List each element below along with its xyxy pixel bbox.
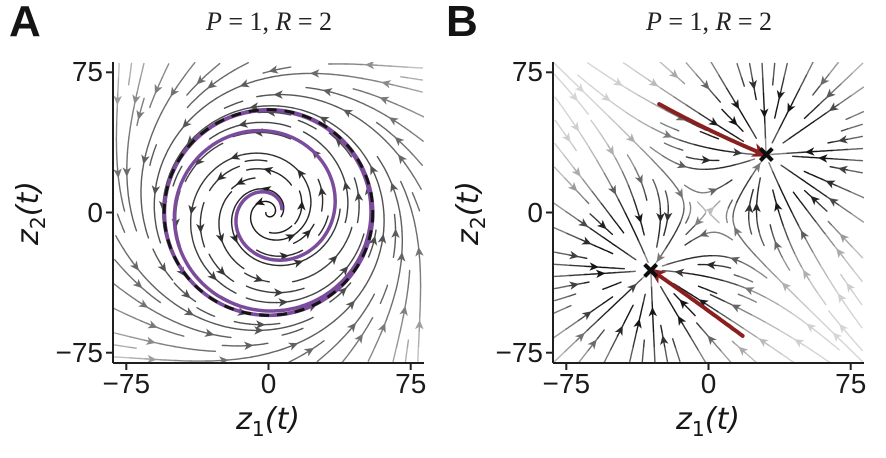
- x-tick-label: 75: [835, 368, 867, 399]
- y-tick-label: 0: [87, 196, 103, 228]
- title-b-var-r: R: [715, 7, 732, 36]
- x-label-a-arg: (t): [264, 402, 300, 437]
- x-label-a-sub: 1: [251, 417, 265, 441]
- axes-layer: [106, 62, 424, 370]
- streamlines-layer: [553, 62, 864, 363]
- x-tick-label: 75: [395, 368, 427, 399]
- panel-b-title: P = 1, R = 2: [569, 7, 849, 37]
- x-tick-label: −75: [542, 368, 591, 399]
- panel-b-graphics: [553, 62, 864, 363]
- y-tick-label: 0: [527, 196, 543, 228]
- fixed-point-x-marker: [758, 147, 774, 162]
- title-b-eq1: = 1,: [661, 7, 716, 36]
- y-label-b-var: z: [451, 229, 486, 245]
- panel-label-b: B: [446, 0, 478, 46]
- panel-a-title: P = 1, R = 2: [129, 7, 409, 37]
- fixed-point-x-marker: [643, 263, 659, 278]
- stream-arrows-layer: [113, 62, 424, 363]
- converging-trajectory: [656, 273, 745, 338]
- axes-layer: [546, 62, 864, 370]
- y-tick-label: −75: [495, 336, 544, 368]
- x-tick-label: 0: [700, 368, 717, 399]
- x-axis-label-b: z1(t): [628, 402, 788, 441]
- y-label-a-var: z: [11, 229, 46, 245]
- y-tick-label: 75: [511, 56, 543, 88]
- x-tick-label: −75: [102, 368, 151, 399]
- y-tick-label: 75: [71, 56, 103, 88]
- fixed-points-overlay: [643, 147, 774, 278]
- streamlines-layer: [113, 62, 424, 363]
- title-a-var-p: P: [205, 7, 222, 36]
- x-label-b-sub: 1: [691, 417, 705, 441]
- limit-cycle-overlay: [162, 107, 375, 318]
- limit-cycle-dashed: [162, 108, 375, 317]
- x-label-b-arg: (t): [704, 402, 740, 437]
- title-a-var-r: R: [275, 7, 292, 36]
- panel-label-a: A: [9, 0, 41, 46]
- title-b-var-p: P: [645, 7, 662, 36]
- stream-arrows-layer: [561, 68, 856, 357]
- title-a-eq1: = 1,: [221, 7, 276, 36]
- x-label-a-var: z: [236, 402, 252, 437]
- x-tick-label: 0: [260, 368, 277, 399]
- panel-a-graphics: [113, 62, 424, 363]
- title-a-eq2: = 2: [291, 7, 333, 36]
- y-tick-label: −75: [55, 336, 104, 368]
- title-b-eq2: = 2: [731, 7, 773, 36]
- converging-trajectory: [657, 102, 760, 154]
- x-label-b-var: z: [676, 402, 692, 437]
- x-axis-label-a: z1(t): [188, 402, 348, 441]
